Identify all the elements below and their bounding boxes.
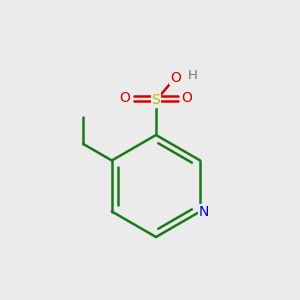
Text: O: O [182, 91, 192, 105]
Text: S: S [152, 94, 160, 107]
Text: O: O [170, 70, 181, 85]
Text: O: O [120, 91, 130, 105]
Text: N: N [199, 205, 209, 218]
Text: H: H [188, 69, 198, 82]
